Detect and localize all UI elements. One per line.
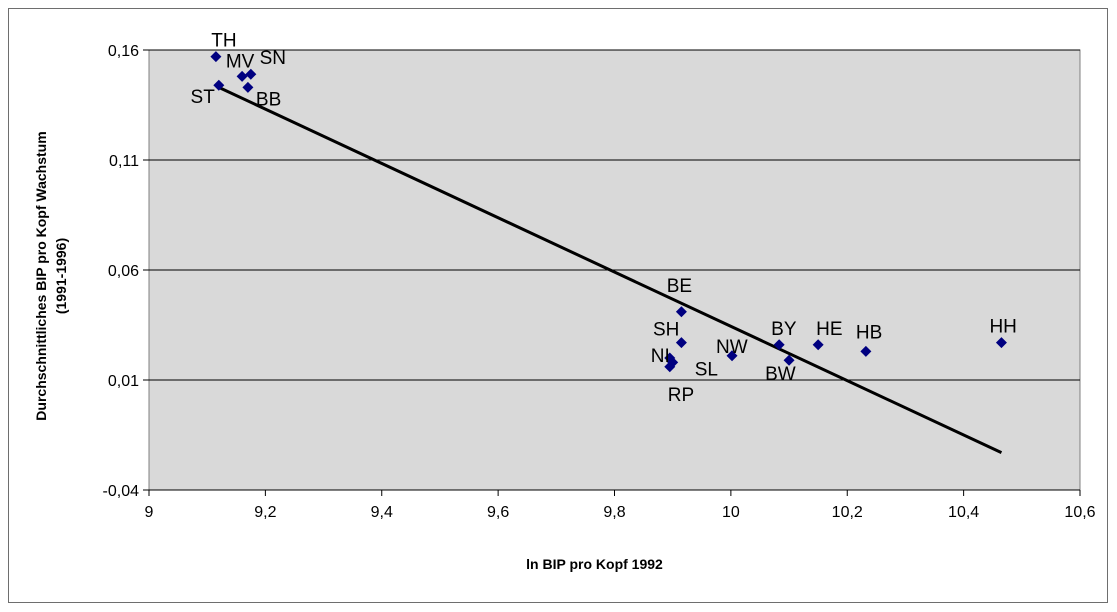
y-tick-label: -0,04 [103,483,140,500]
y-tick-label: 0,06 [108,263,139,280]
point-label-mv: MV [226,51,255,72]
point-label-sl: SL [695,359,718,380]
scatter-chart: -0,04 0,01 0,06 0,11 0,16 9 9,2 9,4 9,6 9,8 10 10,… [33,31,1096,572]
x-tick-label: 10,6 [1064,504,1095,521]
data-point-th [210,51,222,63]
data-point-st [213,79,225,91]
x-tick-label: 9,2 [254,504,276,521]
data-point-he [812,339,824,351]
data-points [210,51,1007,373]
y-tick-label: 0,11 [109,153,139,170]
x-tick-label: 9,4 [371,504,393,521]
x-tick-label: 10 [722,504,740,521]
point-label-th: TH [211,31,236,52]
x-tick-label: 9,6 [487,504,509,521]
point-label-bw: BW [765,364,796,385]
point-label-hh: HH [989,317,1016,338]
point-label-by: BY [771,319,797,340]
point-label-hb: HB [856,322,882,343]
x-axis-title: ln BIP pro Kopf 1992 [526,556,663,572]
point-label-rp: RP [668,385,694,406]
point-label-he: HE [816,319,842,340]
y-axis-subtitle: (1991-1996) [53,238,69,314]
y-tick-label: 0,01 [108,373,139,390]
x-tick-label: 9 [145,504,154,521]
point-label-ni: NI [651,346,670,367]
data-point-hh [995,337,1007,349]
point-label-nw: NW [716,337,748,358]
y-axis-title: Durchschnittliches BIP pro Kopf Wachstum [33,131,49,420]
point-label-sn: SN [260,48,286,69]
data-point-by [773,339,785,351]
x-tick-label: 10,2 [832,504,863,521]
chart-frame: -0,04 0,01 0,06 0,11 0,16 9 9,2 9,4 9,6 9,8 10 10,… [8,8,1108,603]
data-point-nw [726,350,738,362]
data-point-mv [236,70,248,82]
data-point-bw [783,354,795,366]
point-label-st: ST [191,87,216,108]
point-label-sh: SH [653,320,679,341]
x-tick-labels: 9 9,2 9,4 9,6 9,8 10 10,2 10,4 10,6 [145,504,1096,521]
data-point-be [675,306,687,318]
data-point-rp [664,361,676,373]
y-tick-labels: -0,04 0,01 0,06 0,11 0,16 [103,43,140,500]
data-point-sn [245,68,257,80]
data-point-bb [242,81,254,93]
point-label-be: BE [667,276,692,297]
gridlines [143,49,1081,496]
trend-line [218,86,1003,454]
y-tick-label: 0,16 [108,43,139,60]
data-point-hb [860,345,872,357]
data-point-sh [675,337,687,349]
point-label-bb: BB [256,89,281,110]
x-tick-label: 10,4 [948,504,979,521]
x-tick-label: 9,8 [603,504,625,521]
